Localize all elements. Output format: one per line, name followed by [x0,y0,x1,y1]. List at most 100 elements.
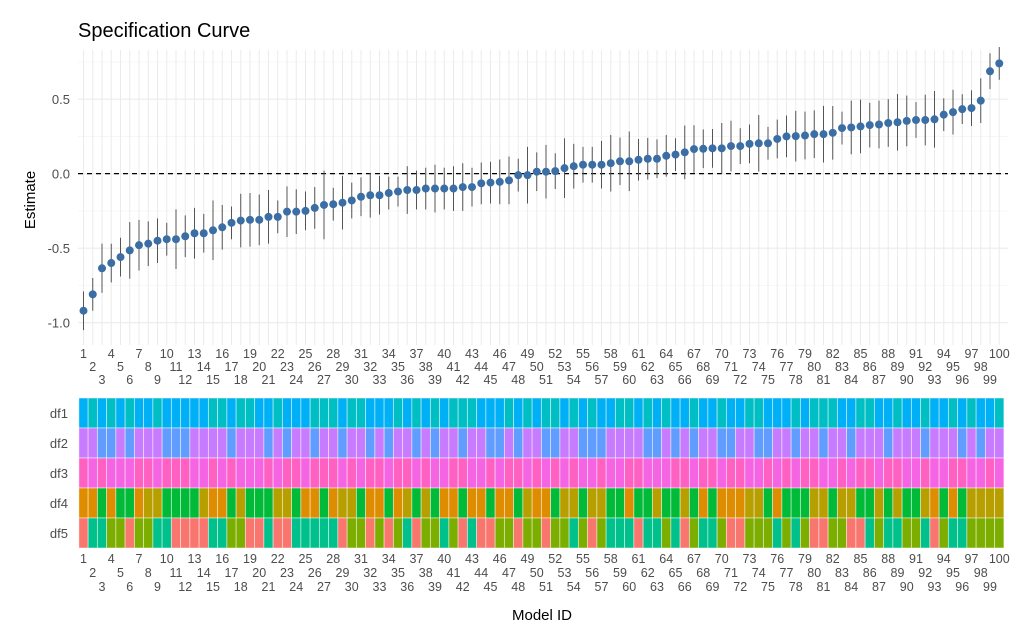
heatmap-cell-df1 [254,397,265,429]
heatmap-cell-df5 [96,517,108,549]
estimate-point [403,186,412,195]
heatmap-cell-df4 [291,487,302,519]
heatmap-cell-df3 [920,457,931,489]
heatmap-cell-df5 [809,517,820,549]
estimate-point [292,207,301,216]
heatmap-cell-df5 [910,517,922,549]
heatmap-cell-df1 [642,397,653,429]
x-tick-label: 11 [170,360,183,374]
heatmap-cell-df2 [577,427,589,459]
heatmap-cell-df4 [226,487,237,519]
heatmap-cell-df5 [975,517,986,549]
x-tick-label: 33 [373,580,387,594]
x-tick-label: 81 [817,373,831,387]
heatmap-cell-df3 [439,457,450,489]
heatmap-cell-df1 [439,397,450,429]
x-tick-label: 30 [345,373,359,387]
heatmap-cell-df3 [374,457,385,489]
heatmap-cell-df2 [494,427,505,459]
heatmap-cell-df4 [753,487,764,519]
estimate-point [440,184,449,193]
heatmap-cell-df5 [799,517,811,549]
x-tick-label: 82 [826,347,840,361]
heatmap-cell-df2 [966,427,977,459]
estimate-point [754,139,763,148]
heatmap-cell-df4 [873,487,885,519]
heatmap-cell-df3 [522,457,533,489]
heatmap-cell-df2 [855,427,866,459]
estimate-point [745,139,754,148]
heatmap-cell-df4 [809,487,820,519]
x-tick-label: 83 [835,360,849,374]
heatmap-cell-df2 [374,427,385,459]
heatmap-cell-df5 [716,517,727,549]
heatmap-cell-df5 [698,517,709,549]
x-tick-label: 1 [80,347,87,361]
heatmap-cell-df3 [910,457,922,489]
heatmap-cell-df2 [744,427,755,459]
estimate-point [523,171,532,180]
heatmap-cell-df4 [300,487,311,519]
heatmap-cell-df5 [457,517,468,549]
x-tick-label: 19 [243,347,257,361]
x-tick-label: 90 [900,580,914,594]
heatmap-cell-df5 [781,517,792,549]
heatmap-cell-df2 [920,427,931,459]
x-tick-label: 75 [761,580,775,594]
x-tick-label: 1 [80,552,87,566]
heatmap-cell-df2 [254,427,265,459]
heatmap-cell-df5 [957,517,968,549]
heatmap-cell-df5 [596,517,607,549]
heatmap-cell-df3 [540,457,552,489]
heatmap-cell-df1 [994,397,1005,429]
x-tick-label: 17 [225,360,239,374]
heatmap-cell-df3 [605,457,616,489]
x-tick-label: 43 [465,347,479,361]
x-tick-label: 19 [243,552,257,566]
estimate-point [939,110,948,119]
x-tick-label: 45 [484,580,498,594]
heatmap-cell-df1 [115,397,126,429]
row-label-df4: df4 [50,496,68,511]
heatmap-cell-df4 [864,487,875,519]
heatmap-cell-df3 [661,457,672,489]
heatmap-cell-df1 [873,397,885,429]
heatmap-cell-df4 [707,487,718,519]
heatmap-cell-df1 [818,397,829,429]
heatmap-cell-df1 [485,397,496,429]
heatmap-cell-df3 [790,457,801,489]
x-tick-label: 46 [493,552,507,566]
x-tick-label: 6 [126,373,133,387]
heatmap-cell-df2 [272,427,283,459]
x-tick-label: 47 [502,360,516,374]
heatmap-cell-df1 [716,397,727,429]
estimate-point [884,119,893,128]
x-tick-label: 50 [530,360,544,374]
heatmap-cell-df3 [281,457,293,489]
x-tick-label: 64 [659,347,673,361]
heatmap-cell-df2 [772,427,783,459]
x-tick-label: 62 [641,566,655,580]
heatmap-cell-df2 [651,427,663,459]
heatmap-cell-df2 [115,427,126,459]
heatmap-cell-df3 [975,457,986,489]
heatmap-cell-df1 [901,397,912,429]
heatmap-cell-df1 [735,397,746,429]
heatmap-cell-df1 [78,397,89,429]
heatmap-cell-df3 [846,457,857,489]
x-tick-label: 97 [965,347,979,361]
heatmap-cell-df2 [596,427,607,459]
heatmap-cell-df2 [522,427,533,459]
heatmap-cell-df3 [883,457,894,489]
estimate-point [375,191,384,200]
heatmap-cell-df5 [152,517,163,549]
x-tick-label: 35 [391,360,405,374]
heatmap-cell-df1 [938,397,949,429]
estimate-point [181,232,190,241]
heatmap-cell-df4 [531,487,542,519]
x-tick-label: 32 [363,566,377,580]
heatmap-cell-df3 [938,457,949,489]
heatmap-cell-df2 [957,427,968,459]
heatmap-cell-df2 [910,427,922,459]
heatmap-cell-df4 [568,487,579,519]
